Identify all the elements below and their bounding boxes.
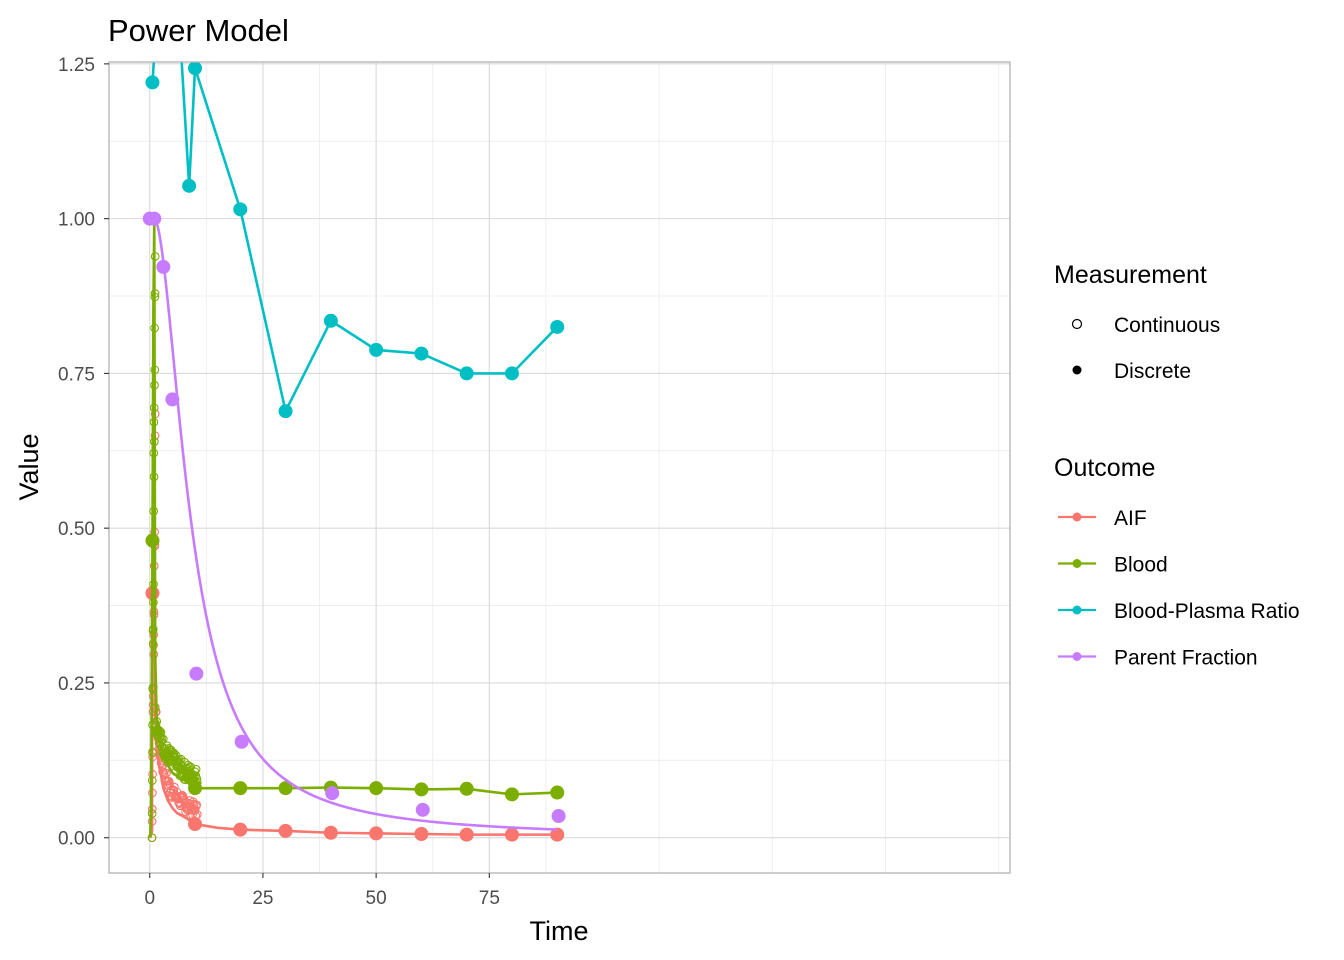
discrete-point — [459, 827, 474, 842]
legend-label: Blood — [1114, 554, 1168, 577]
discrete-point — [551, 809, 566, 824]
legend-key-filled-circle — [1072, 365, 1082, 375]
panel-border — [108, 61, 1011, 874]
legend-label: AIF — [1114, 507, 1147, 530]
discrete-point — [504, 787, 519, 802]
y-tick-label: 0.75 — [58, 364, 95, 385]
axes: 0 25 50 75 0.00 0.25 0.50 0.75 1.00 1.25 — [58, 55, 500, 909]
x-tick-label: 50 — [366, 888, 387, 909]
parent-fraction-fit-line — [149, 217, 558, 831]
legend-key-open-circle — [1071, 318, 1083, 330]
blood-plasma-ratio-line — [151, 62, 559, 413]
discrete-point — [414, 826, 429, 841]
continuous-point — [170, 782, 179, 792]
y-tick-label: 1.00 — [58, 210, 95, 231]
discrete-point — [550, 827, 565, 842]
y-tick-label: 0.50 — [58, 519, 95, 540]
discrete-point — [369, 826, 384, 841]
grid — [109, 62, 1010, 873]
legend-key-point — [1072, 512, 1082, 522]
discrete-point — [323, 825, 338, 840]
discrete-point — [278, 404, 293, 419]
discrete-point — [414, 782, 429, 797]
discrete-point — [188, 62, 203, 76]
discrete-point — [414, 346, 429, 361]
discrete-points-parent fraction — [142, 211, 566, 824]
discrete-point — [550, 785, 565, 800]
continuous-point — [169, 748, 179, 758]
discrete-points-blood — [145, 533, 565, 802]
discrete-point — [504, 827, 519, 842]
discrete-point — [459, 366, 474, 381]
discrete-point — [182, 178, 197, 193]
legend-label: Blood-Plasma Ratio — [1114, 600, 1300, 623]
blood-fit-line — [148, 217, 558, 838]
continuous-point — [147, 833, 157, 843]
discrete-point — [145, 75, 160, 90]
continuous-point — [183, 760, 193, 770]
discrete-points-aif — [145, 586, 565, 842]
discrete-point — [234, 734, 249, 749]
discrete-point — [233, 822, 248, 837]
y-axis-title: Value — [14, 433, 44, 500]
legend: Measurement Continuous Discrete Outcome AIF B… — [1054, 261, 1300, 670]
legend-label: Continuous — [1114, 314, 1220, 337]
discrete-point — [550, 319, 565, 334]
discrete-point — [459, 781, 474, 796]
discrete-point — [369, 342, 384, 357]
discrete-point — [233, 781, 248, 796]
discrete-point — [147, 211, 162, 226]
discrete-point — [156, 259, 171, 274]
legend-label: Parent Fraction — [1114, 647, 1258, 670]
continuous-point — [186, 762, 196, 772]
discrete-point — [415, 802, 430, 817]
continuous-point — [192, 800, 202, 810]
discrete-points-blood-plasma ratio — [145, 62, 565, 419]
discrete-point — [145, 533, 160, 548]
discrete-point — [369, 781, 384, 796]
discrete-point — [188, 781, 203, 796]
discrete-point — [188, 817, 203, 832]
discrete-point — [189, 666, 204, 681]
discrete-point — [325, 786, 340, 801]
discrete-point — [278, 781, 293, 796]
plot-area — [142, 62, 566, 843]
discrete-point — [278, 823, 293, 838]
continuous-point — [191, 764, 201, 774]
discrete-point — [323, 313, 338, 328]
x-tick-label: 25 — [252, 888, 273, 909]
legend-key-point — [1072, 652, 1082, 661]
legend-title-measurement: Measurement — [1054, 261, 1207, 289]
x-tick-label: 0 — [144, 888, 155, 909]
discrete-point — [504, 366, 519, 381]
legend-key-point — [1072, 559, 1082, 568]
y-tick-label: 0.25 — [58, 674, 95, 695]
discrete-point — [233, 202, 248, 217]
legend-title-outcome: Outcome — [1054, 454, 1155, 482]
x-axis-title: Time — [530, 916, 589, 946]
discrete-point — [165, 392, 180, 407]
legend-label: Discrete — [1114, 360, 1191, 383]
y-tick-label: 0.00 — [58, 829, 95, 850]
legend-key-point — [1072, 605, 1082, 615]
chart-title: Power Model — [108, 13, 289, 48]
x-tick-label: 75 — [479, 888, 500, 909]
y-tick-label: 1.25 — [58, 55, 95, 76]
